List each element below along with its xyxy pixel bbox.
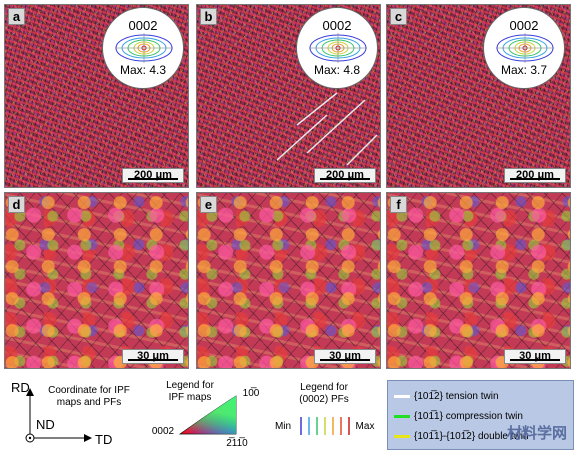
- pole-figure-label: 0002: [322, 18, 352, 33]
- pf-legend-title: Legend for (0002) PFs: [299, 382, 349, 405]
- ebsd-map-c: c 0002 Max: 3.7 200 μm: [386, 4, 571, 188]
- pole-figure-label: 0002: [509, 18, 539, 33]
- twin-band-lines: [276, 92, 378, 166]
- twin-row-double: {101̅1}-{101̅2} double twin: [394, 429, 529, 443]
- panel-label-a: a: [8, 8, 25, 25]
- ipf-legend-title: Legend for IPF maps: [166, 380, 214, 403]
- scale-bar-d: 30 μm: [122, 349, 184, 364]
- pole-figure-contours: [309, 33, 367, 63]
- coordinate-axes: [25, 388, 92, 443]
- scale-bar-e: 30 μm: [314, 349, 376, 364]
- scale-bar-label: 200 μm: [326, 169, 364, 181]
- pole-figure-max: Max: 3.7: [500, 63, 548, 77]
- scale-bar-label: 200 μm: [516, 169, 554, 181]
- ipf-corner-top: 10̅0: [242, 388, 260, 399]
- double-twin-label: {101̅1}-{101̅2} double twin: [414, 430, 529, 442]
- panel-label-e: e: [200, 196, 217, 213]
- pole-figure-b: 0002 Max: 4.8: [296, 7, 378, 89]
- panel-label-f: f: [390, 196, 407, 213]
- coordinate-caption: Coordinate for IPF maps and PFs: [48, 385, 130, 408]
- ebsd-map-a: a 0002 Max: 4.3 200 μm: [4, 4, 189, 188]
- scale-bar-b: 200 μm: [314, 168, 376, 183]
- rd-axis-label: RD: [11, 380, 30, 395]
- scale-bar-label: 30 μm: [519, 350, 551, 362]
- tension-twin-label: {101̅2} tension twin: [414, 390, 499, 402]
- scale-bar-f: 30 μm: [504, 349, 566, 364]
- scale-bar-a: 200 μm: [122, 168, 184, 183]
- pf-legend-min: Min: [274, 421, 292, 432]
- pole-figure-max: Max: 4.8: [313, 63, 361, 77]
- compression-twin-label: {101̅1} compression twin: [414, 410, 523, 422]
- scale-bar-c: 200 μm: [504, 168, 566, 183]
- twin-row-tension: {101̅2} tension twin: [394, 389, 499, 403]
- panel-label-c: c: [390, 8, 407, 25]
- twin-legend-box: {101̅2} tension twin {101̅1} compression…: [387, 380, 574, 450]
- nd-axis-label: ND: [36, 417, 55, 432]
- scale-bar-label: 30 μm: [329, 350, 361, 362]
- double-twin-swatch: [394, 434, 410, 438]
- pole-figure-max: Max: 4.3: [119, 63, 167, 77]
- ipf-corner-right: 2̅11̅0: [226, 438, 248, 449]
- twin-row-compression: {101̅1} compression twin: [394, 409, 523, 423]
- scale-bar-label: 200 μm: [134, 169, 172, 181]
- panel-label-d: d: [8, 196, 25, 213]
- ipf-color-triangle: [178, 395, 237, 435]
- compression-twin-swatch: [394, 414, 410, 418]
- ebsd-map-f: f 30 μm: [386, 192, 571, 369]
- ebsd-map-d: d 30 μm: [4, 192, 189, 369]
- watermark: 材料学网: [506, 425, 567, 442]
- pole-figure-contours: [496, 33, 554, 63]
- td-axis-label: TD: [95, 432, 113, 447]
- scale-bar-label: 30 μm: [137, 350, 169, 362]
- tension-twin-swatch: [394, 394, 410, 398]
- ebsd-map-b: b 0002 Max: 4.8 200 μm: [196, 4, 381, 188]
- ipf-corner-left: 0002: [151, 426, 175, 437]
- pf-legend-max: Max: [355, 421, 375, 432]
- pole-figure-contours: [115, 33, 173, 63]
- ebsd-map-e: e 30 μm: [196, 192, 381, 369]
- pole-figure-label: 0002: [128, 18, 158, 33]
- pole-figure-c: 0002 Max: 3.7: [483, 7, 565, 89]
- pf-legend-scale: [300, 417, 350, 435]
- panel-label-b: b: [200, 8, 217, 25]
- pole-figure-a: 0002 Max: 4.3: [102, 7, 184, 89]
